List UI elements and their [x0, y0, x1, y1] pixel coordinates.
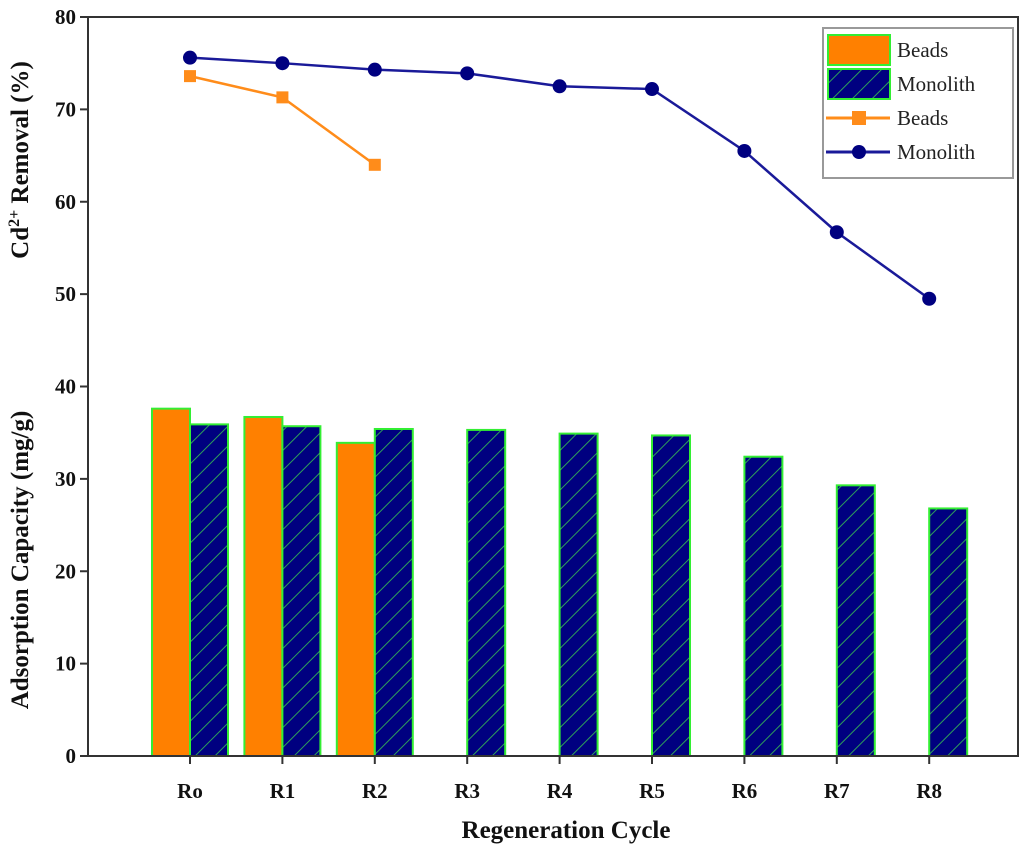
x-tick-label: R8 [916, 779, 942, 803]
x-tick-label: R4 [547, 779, 573, 803]
legend-marker-circle [852, 145, 866, 159]
bar-monolith-R3 [466, 428, 507, 757]
legend-label: Monolith [897, 72, 976, 96]
legend: Beads Monolith Beads Monolith [822, 27, 1014, 179]
x-tick-label: R7 [824, 779, 850, 803]
y-axis-label-upper: Cd2+ Removal (%) [6, 61, 34, 259]
point-monolith [275, 56, 290, 71]
x-axis: Ro R1 R2 R3 R4 R5 R6 R7 R8 [177, 756, 942, 803]
point-monolith [829, 225, 844, 240]
bar-monolith-R1 [281, 425, 322, 757]
point-beads [276, 91, 289, 104]
y-tick-label: 80 [55, 5, 76, 29]
point-beads [184, 70, 196, 83]
x-tick-label: Ro [177, 779, 203, 803]
y-tick-label: 20 [55, 559, 76, 583]
x-tick-label: R3 [454, 779, 480, 803]
bar-monolith-Ro [189, 423, 229, 757]
bar-beads-Ro [151, 407, 191, 757]
bar-beads-R2 [335, 441, 376, 757]
point-monolith [922, 291, 937, 306]
legend-swatch-bar-beads [827, 34, 891, 66]
legend-marker-square [852, 111, 866, 125]
point-monolith [552, 79, 567, 94]
bar-monolith-R7 [835, 484, 876, 757]
y-tick-label: 70 [55, 97, 76, 121]
point-monolith [645, 82, 659, 97]
point-monolith [367, 62, 382, 77]
x-tick-label: R5 [639, 779, 665, 803]
legend-label: Beads [897, 38, 948, 62]
point-monolith [737, 143, 752, 158]
point-beads [368, 158, 381, 171]
line-monolith [189, 56, 930, 300]
lines-layer [183, 50, 937, 306]
bar-beads-R1 [243, 415, 284, 757]
point-monolith [183, 50, 197, 65]
x-tick-label: R6 [732, 779, 758, 803]
bar-monolith-R6 [743, 455, 784, 757]
y-tick-label: 0 [66, 744, 77, 768]
legend-label: Monolith [897, 140, 976, 164]
bar-monolith-R8 [928, 507, 969, 757]
x-tick-label: R2 [362, 779, 388, 803]
bar-monolith-R4 [558, 432, 599, 757]
x-axis-label: Regeneration Cycle [462, 817, 671, 844]
point-monolith [460, 66, 475, 81]
y-tick-label: 50 [55, 282, 76, 306]
y-tick-label: 30 [55, 467, 76, 491]
bar-monolith-R2 [373, 427, 414, 757]
legend-label: Beads [897, 106, 948, 130]
y-axis: 0 10 20 30 40 50 60 70 80 [55, 5, 88, 768]
y-tick-label: 60 [55, 190, 76, 214]
legend-swatch-bar-monolith [827, 68, 891, 100]
x-tick-label: R1 [270, 779, 296, 803]
y-tick-label: 40 [55, 375, 76, 399]
bar-monolith-R5 [651, 434, 691, 757]
line-beads [189, 74, 376, 166]
y-tick-label: 10 [55, 652, 76, 676]
bars-layer [151, 407, 969, 757]
y-axis-label-lower: Adsorption Capacity (mg/g) [7, 411, 34, 710]
